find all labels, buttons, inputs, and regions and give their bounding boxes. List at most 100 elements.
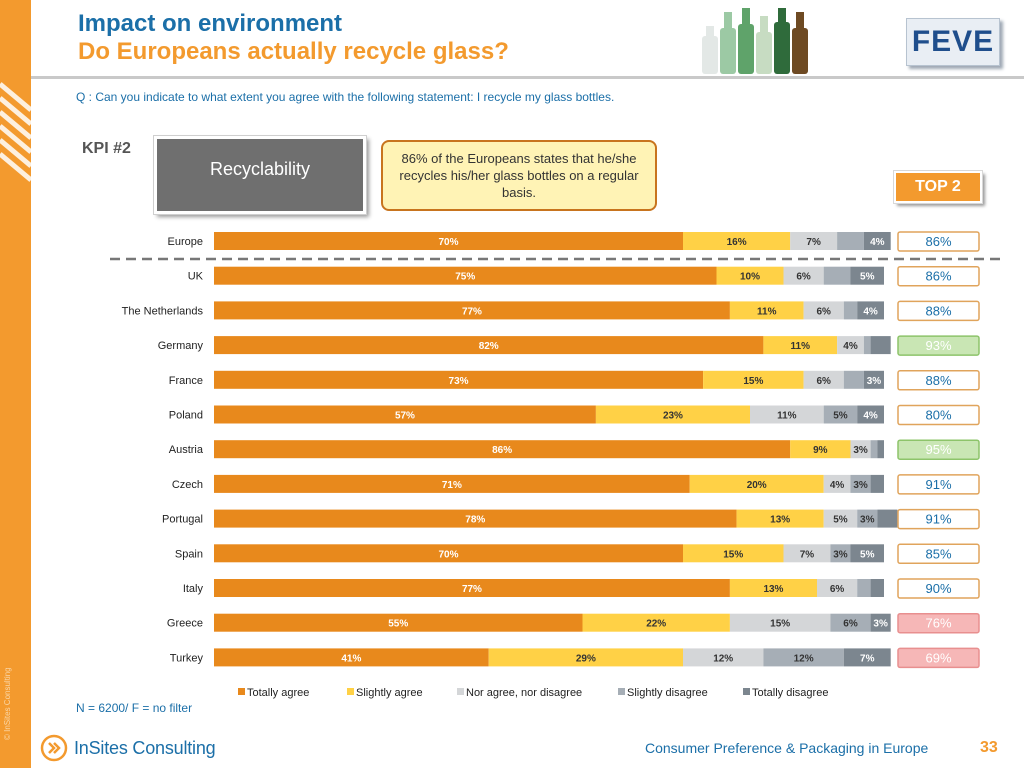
- bar-segment: [843, 301, 858, 320]
- data-label: 23%: [663, 411, 683, 422]
- bar-segment: [803, 301, 844, 320]
- bar-segment: [823, 474, 851, 493]
- top2-value: 93%: [925, 338, 951, 353]
- data-label: 5%: [833, 515, 848, 526]
- data-label: 3%: [853, 480, 868, 491]
- stripe-pattern: [0, 82, 31, 182]
- data-label: 16%: [727, 237, 747, 248]
- bar-segment: [843, 648, 891, 667]
- bar-segment: [870, 474, 884, 493]
- summary-callout: 86% of the Europeans states that he/she …: [381, 140, 657, 211]
- bar-segment: [214, 370, 704, 389]
- data-label: 57%: [395, 411, 415, 422]
- top2-box: [897, 543, 980, 565]
- bar-segment: [843, 370, 864, 389]
- top2-box: [897, 647, 980, 669]
- category-label: Italy: [183, 583, 204, 595]
- bar-segment: [830, 613, 871, 632]
- bar-segment: [582, 613, 730, 632]
- data-label: 4%: [870, 237, 885, 248]
- data-label: 70%: [438, 237, 458, 248]
- bar-segment: [850, 266, 884, 285]
- bar-segment: [214, 509, 737, 528]
- insites-icon: [40, 734, 68, 762]
- data-label: 15%: [743, 376, 763, 387]
- page-number: 33: [980, 739, 998, 756]
- data-label: 70%: [438, 549, 458, 560]
- top2-box: [897, 439, 980, 460]
- data-label: 78%: [465, 515, 485, 526]
- top2-box: [897, 474, 980, 495]
- data-label: 73%: [449, 376, 469, 387]
- top2-value: 86%: [925, 234, 951, 249]
- data-label: 3%: [873, 619, 888, 630]
- bar-segment: [736, 509, 824, 528]
- bar-segment: [857, 405, 884, 424]
- bar-segment: [850, 544, 884, 563]
- data-label: 12%: [794, 653, 814, 664]
- data-label: 7%: [800, 549, 815, 560]
- bar-segment: [683, 232, 791, 250]
- bar-segment: [870, 336, 891, 355]
- category-label: France: [169, 375, 203, 387]
- legend-label: Slightly agree: [356, 687, 423, 699]
- bar-segment: [783, 544, 831, 563]
- insites-brand-text: InSites Consulting: [74, 737, 216, 758]
- bar-segment: [729, 301, 804, 320]
- bar-segment: [750, 405, 824, 424]
- bar-segment: [863, 232, 891, 250]
- bar-segment: [823, 509, 858, 528]
- header-divider: [31, 76, 1024, 79]
- data-label: 10%: [740, 272, 760, 283]
- data-label: 20%: [747, 480, 767, 491]
- data-label: 75%: [455, 272, 475, 283]
- bar-segment: [214, 336, 764, 355]
- data-label: 77%: [462, 306, 482, 317]
- bar-segment: [689, 474, 824, 493]
- page-title: Impact on environment: [78, 10, 343, 37]
- top2-value: 76%: [925, 616, 951, 631]
- bar-segment: [870, 613, 891, 632]
- data-label: 4%: [843, 341, 858, 352]
- bar-segment: [877, 440, 884, 459]
- legend-label: Totally disagree: [752, 687, 828, 699]
- bar-segment: [703, 370, 804, 389]
- data-label: 6%: [843, 619, 858, 630]
- data-label: 6%: [796, 272, 811, 283]
- deck-title: Consumer Preference & Packaging in Europ…: [645, 740, 929, 756]
- category-label: Turkey: [170, 652, 204, 664]
- data-label: 7%: [860, 653, 875, 664]
- legend-swatch: [618, 688, 625, 695]
- bar-segment: [823, 266, 851, 285]
- bar-segment: [857, 301, 884, 320]
- data-label: 4%: [830, 480, 845, 491]
- bar-segment: [863, 336, 871, 355]
- data-label: 13%: [770, 515, 790, 526]
- bar-segment: [763, 336, 838, 355]
- top2-box: [897, 404, 980, 426]
- bar-segment: [683, 648, 764, 667]
- feve-logo: FEVE: [906, 18, 1000, 66]
- top2-box: [897, 370, 980, 391]
- data-label: 55%: [388, 619, 408, 630]
- top2-value: 88%: [925, 303, 951, 318]
- bar-segment: [863, 370, 884, 389]
- legend-swatch: [457, 688, 464, 695]
- bar-segment: [850, 440, 871, 459]
- insites-logo: InSites Consulting: [40, 734, 216, 762]
- top2-box: [897, 612, 980, 634]
- data-label: 77%: [462, 584, 482, 595]
- bar-segment: [488, 648, 683, 667]
- bar-segment: [763, 648, 844, 667]
- top2-value: 69%: [925, 650, 951, 665]
- bar-segment: [857, 579, 871, 597]
- category-label: Germany: [158, 340, 204, 352]
- bar-segment: [857, 509, 878, 528]
- legend-label: Totally agree: [247, 687, 309, 699]
- bar-segment: [729, 579, 817, 597]
- bar-segment: [803, 370, 844, 389]
- bar-segment: [716, 266, 784, 285]
- bar-segment: [214, 266, 717, 285]
- bar-segment: [830, 544, 851, 563]
- top2-value: 85%: [925, 546, 951, 561]
